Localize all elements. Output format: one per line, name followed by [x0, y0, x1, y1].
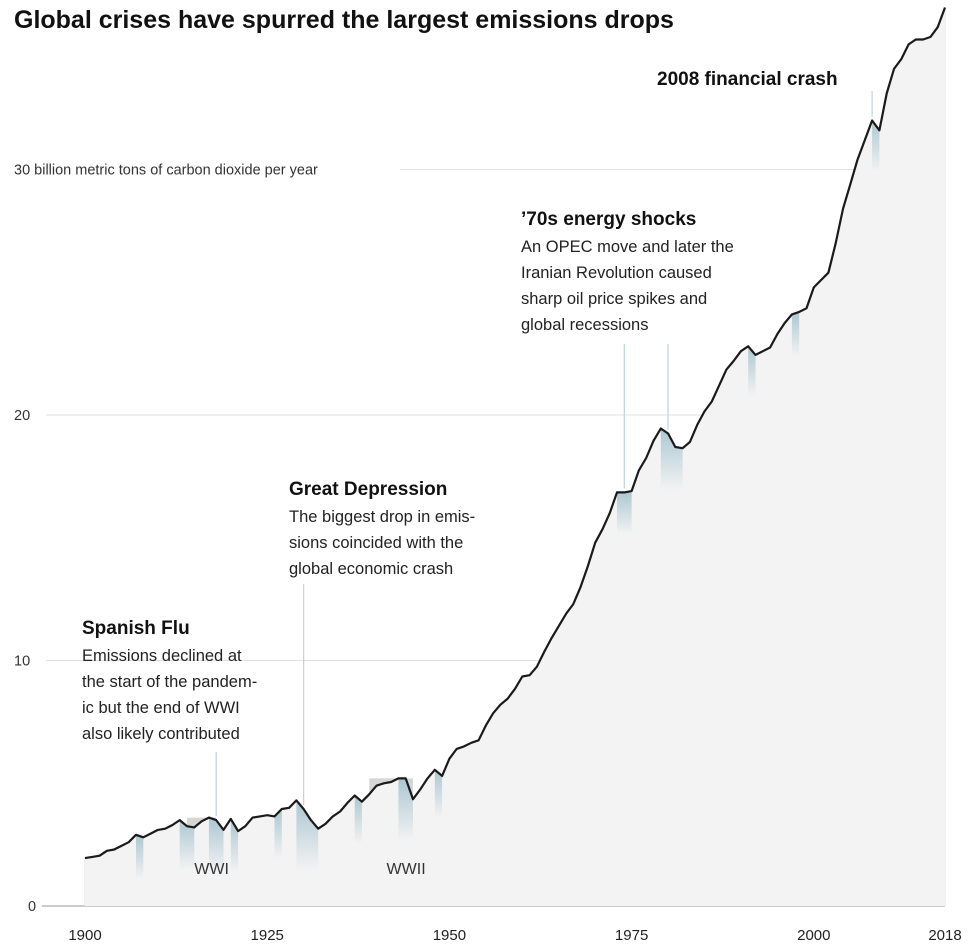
annotation-title: Great Depression — [289, 479, 447, 500]
annotation-line: Emissions declined at — [82, 647, 242, 665]
dip-highlight — [748, 346, 756, 397]
annotation-line: global recessions — [521, 316, 649, 334]
dip-highlight — [208, 817, 224, 872]
x-axis-labels: 1900 1925 1950 1975 2000 2018 — [68, 927, 961, 944]
y-tick-label: 10 — [14, 654, 30, 670]
dip-highlight — [398, 778, 413, 842]
dip-highlight — [230, 818, 239, 874]
annotation-title: 2008 financial crash — [657, 69, 838, 90]
x-tick-label: 1925 — [251, 927, 284, 944]
dip-highlight — [354, 795, 362, 844]
annotation-line: The biggest drop in emis- — [289, 508, 475, 526]
y-tick-label: 0 — [28, 899, 36, 915]
x-tick-label: 1950 — [433, 927, 466, 944]
dip-highlight — [136, 834, 144, 880]
annotation-line: Iranian Revolution caused — [521, 264, 712, 282]
war-label: WWII — [387, 861, 426, 878]
dip-highlight — [434, 769, 443, 818]
annotation-leaders — [215, 91, 873, 817]
x-tick-label: 2018 — [928, 927, 961, 944]
chart-title: Global crises have spurred the largest e… — [14, 6, 674, 34]
dip-highlight — [274, 809, 282, 859]
annotation-line: ic but the end of WWI — [82, 699, 240, 717]
dip-highlight — [296, 800, 319, 871]
dip-highlight — [660, 428, 683, 491]
y-axis-labels: 0 10 20 30 billion metric tons of carbon di… — [14, 163, 318, 915]
y-tick-label: 30 billion metric tons of carbon dioxide… — [14, 163, 318, 179]
emissions-area — [85, 7, 945, 906]
war-label: WWI — [194, 861, 229, 878]
y-tick-label: 20 — [14, 408, 30, 424]
annotation-title: ’70s energy shocks — [521, 209, 696, 230]
annotations: Spanish Flu Emissions declined at the star… — [82, 69, 838, 743]
annotation-line: sions coincided with the — [289, 534, 463, 552]
dip-highlights — [136, 120, 880, 880]
x-tick-label: 1900 — [68, 927, 101, 944]
annotation-line: global economic crash — [289, 560, 453, 578]
annotation-line: sharp oil price spikes and — [521, 290, 707, 308]
dip-highlight — [791, 311, 800, 357]
war-labels: WWI WWII — [194, 861, 425, 878]
emissions-line — [84, 7, 947, 860]
annotation-line: An OPEC move and later the — [521, 238, 734, 256]
annotation-line: the start of the pandem- — [82, 673, 257, 691]
dip-highlight — [872, 120, 880, 173]
x-tick-label: 2000 — [797, 927, 830, 944]
dip-highlight — [617, 491, 632, 535]
x-tick-label: 1975 — [615, 927, 648, 944]
annotation-title: Spanish Flu — [82, 618, 190, 639]
annotation-line: also likely contributed — [82, 725, 240, 743]
dip-highlight — [179, 820, 195, 870]
